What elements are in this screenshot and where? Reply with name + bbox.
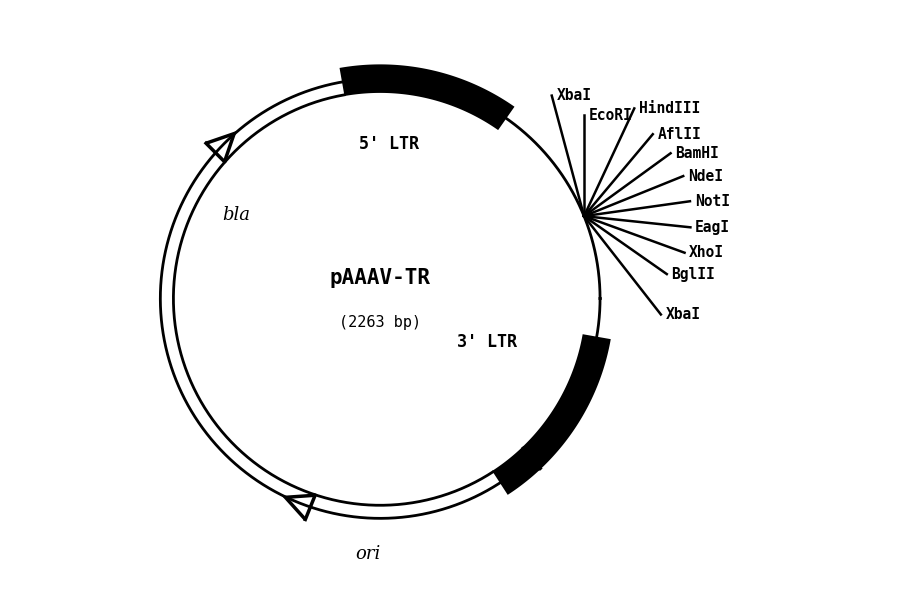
Text: XbaI: XbaI	[556, 88, 591, 103]
Text: XhoI: XhoI	[688, 245, 723, 260]
Text: BglII: BglII	[671, 267, 714, 282]
Text: XbaI: XbaI	[665, 307, 700, 322]
Text: pAAAV-TR: pAAAV-TR	[329, 267, 430, 288]
Text: BamHI: BamHI	[675, 146, 718, 161]
Text: NotI: NotI	[694, 194, 729, 209]
Text: AflII: AflII	[657, 127, 701, 141]
Text: EcoRI: EcoRI	[588, 107, 631, 122]
Text: EagI: EagI	[695, 220, 730, 235]
Text: 5' LTR: 5' LTR	[358, 136, 419, 153]
Text: ori: ori	[355, 544, 381, 563]
Polygon shape	[339, 64, 514, 130]
Polygon shape	[492, 334, 610, 495]
Polygon shape	[159, 291, 162, 336]
Text: bla: bla	[222, 207, 250, 224]
Text: 3' LTR: 3' LTR	[456, 333, 517, 350]
Text: HindIII: HindIII	[639, 101, 699, 116]
Text: NdeI: NdeI	[687, 168, 723, 183]
Text: (2263 bp): (2263 bp)	[339, 315, 421, 330]
